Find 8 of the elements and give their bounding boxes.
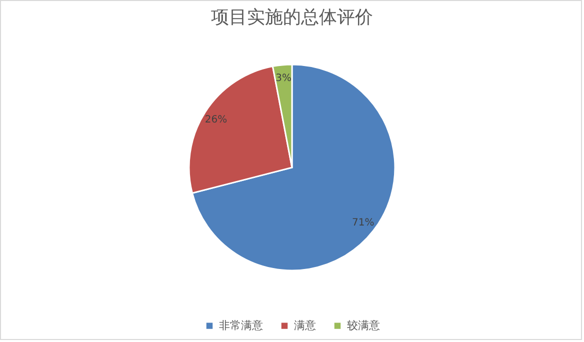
legend-label: 满意 (294, 318, 316, 332)
legend-label: 较满意 (347, 318, 380, 332)
pie-slice (191, 64, 396, 272)
legend-label: 非常满意 (219, 318, 263, 332)
chart-title: 项目实施的总体评价 (211, 7, 373, 28)
data-label: 26% (204, 114, 228, 126)
data-label: 71% (352, 218, 374, 229)
data-label: 3% (276, 72, 292, 84)
